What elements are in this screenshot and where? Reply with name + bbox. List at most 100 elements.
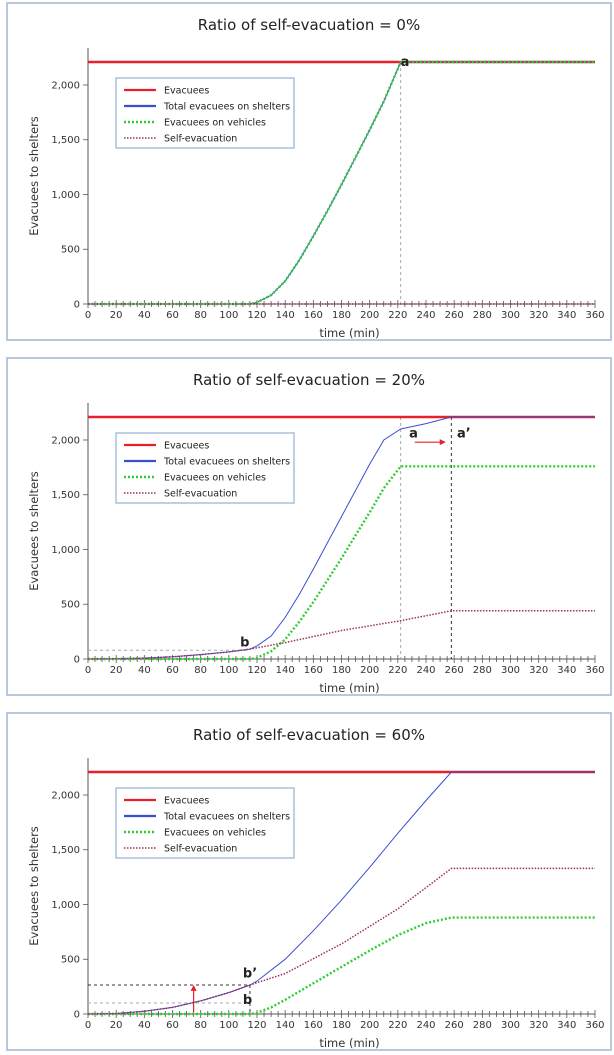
x-tick-label: 140 xyxy=(276,1020,295,1031)
x-tick-label: 280 xyxy=(473,1020,492,1031)
x-tick-label: 320 xyxy=(529,1020,548,1031)
legend-label: Evacuees on vehicles xyxy=(164,118,266,129)
x-tick-label: 340 xyxy=(557,1020,576,1031)
annotation-label: a xyxy=(409,426,418,441)
x-tick-label: 300 xyxy=(501,1020,520,1031)
y-axis-label: Evacuees to shelters xyxy=(27,116,41,236)
y-tick-label: 500 xyxy=(61,955,80,966)
series-line-total-evacuees-on-shelters xyxy=(87,771,595,1015)
y-tick-label: 1,500 xyxy=(51,135,80,146)
x-tick-label: 340 xyxy=(557,310,576,321)
x-tick-label: 340 xyxy=(557,665,576,676)
chart-panel-1: Ratio of self-evacuation = 20% 0 20 40 60 80 1… xyxy=(6,357,612,696)
annotation-label: b xyxy=(243,993,252,1008)
x-tick-label: 180 xyxy=(332,1020,351,1031)
legend-label: Self-evacuation xyxy=(164,134,237,145)
chart-title: Ratio of self-evacuation = 60% xyxy=(193,726,425,744)
chart-panel-0: Ratio of self-evacuation = 0% 0 20 40 60 80 10… xyxy=(6,2,612,341)
y-tick-label: 0 xyxy=(74,300,80,311)
y-tick-label: 0 xyxy=(74,1010,80,1021)
series-line-self-evacuation xyxy=(87,867,595,1015)
x-tick-label: 120 xyxy=(247,310,266,321)
x-tick-label: 360 xyxy=(585,310,604,321)
x-tick-label: 220 xyxy=(388,665,407,676)
x-tick-label: 0 xyxy=(85,665,91,676)
x-tick-label: 300 xyxy=(501,310,520,321)
x-tick-label: 40 xyxy=(138,1020,151,1031)
x-tick-label: 280 xyxy=(473,310,492,321)
x-tick-label: 280 xyxy=(473,665,492,676)
x-tick-label: 180 xyxy=(332,310,351,321)
legend-box xyxy=(115,787,295,859)
y-tick-label: 2,000 xyxy=(51,790,80,801)
x-tick-label: 240 xyxy=(416,665,435,676)
series-line-evacuees-on-vehicles xyxy=(88,60,595,306)
y-tick-label: 2,000 xyxy=(51,80,80,91)
x-tick-label: 100 xyxy=(219,665,238,676)
x-tick-label: 80 xyxy=(194,310,207,321)
x-tick-label: 80 xyxy=(194,665,207,676)
x-tick-label: 60 xyxy=(166,310,179,321)
x-tick-label: 220 xyxy=(388,1020,407,1031)
legend-label: Evacuees xyxy=(164,796,209,807)
y-tick-label: 1,500 xyxy=(51,845,80,856)
x-axis-label: time (min) xyxy=(319,1036,379,1049)
x-axis-label: time (min) xyxy=(319,326,379,339)
y-tick-label: 1,000 xyxy=(51,900,80,911)
x-tick-label: 100 xyxy=(219,310,238,321)
chart-panel-2: Ratio of self-evacuation = 60% 0 20 40 60 80 1… xyxy=(6,712,612,1051)
y-tick-label: 1,500 xyxy=(51,490,80,501)
chart-1: Ratio of self-evacuation = 20% 0 20 40 60 80 1… xyxy=(27,371,605,694)
x-tick-label: 60 xyxy=(166,665,179,676)
series-line-evacuees-on-vehicles xyxy=(88,916,595,1016)
x-tick-label: 200 xyxy=(360,665,379,676)
x-tick-label: 220 xyxy=(388,310,407,321)
legend-label: Evacuees on vehicles xyxy=(164,473,266,484)
x-tick-label: 20 xyxy=(110,665,123,676)
legend-label: Total evacuees on shelters xyxy=(163,102,290,113)
legend-label: Evacuees xyxy=(164,86,209,97)
arrow-head xyxy=(439,439,446,446)
x-tick-label: 40 xyxy=(138,665,151,676)
chart-0: Ratio of self-evacuation = 0% 0 20 40 60 80 10… xyxy=(27,16,605,339)
legend-label: Self-evacuation xyxy=(164,489,237,500)
x-tick-label: 0 xyxy=(85,1020,91,1031)
x-tick-label: 200 xyxy=(360,310,379,321)
series-line-self-evacuation xyxy=(87,610,595,660)
chart-title: Ratio of self-evacuation = 0% xyxy=(198,16,420,34)
x-tick-label: 160 xyxy=(304,665,323,676)
annotation-label: b xyxy=(240,636,249,651)
y-tick-label: 1,000 xyxy=(51,545,80,556)
x-tick-label: 120 xyxy=(247,665,266,676)
legend-label: Evacuees xyxy=(164,441,209,452)
x-axis-label: time (min) xyxy=(319,681,379,694)
x-tick-label: 120 xyxy=(247,1020,266,1031)
x-tick-label: 240 xyxy=(416,310,435,321)
legend-label: Evacuees on vehicles xyxy=(164,828,266,839)
y-tick-label: 0 xyxy=(74,655,80,666)
x-tick-label: 320 xyxy=(529,310,548,321)
x-tick-label: 100 xyxy=(219,1020,238,1031)
x-tick-label: 200 xyxy=(360,1020,379,1031)
x-tick-label: 160 xyxy=(304,1020,323,1031)
y-tick-label: 1,000 xyxy=(51,190,80,201)
x-tick-label: 360 xyxy=(585,665,604,676)
chart-title: Ratio of self-evacuation = 20% xyxy=(193,371,425,389)
x-tick-label: 80 xyxy=(194,1020,207,1031)
annotation-label: b’ xyxy=(243,966,257,981)
x-tick-label: 160 xyxy=(304,310,323,321)
x-tick-label: 40 xyxy=(138,310,151,321)
legend-label: Total evacuees on shelters xyxy=(163,812,290,823)
chart-2: Ratio of self-evacuation = 60% 0 20 40 60 80 1… xyxy=(27,726,605,1049)
y-axis-label: Evacuees to shelters xyxy=(27,471,41,591)
y-tick-label: 500 xyxy=(61,245,80,256)
annotation-label: a’ xyxy=(457,426,471,441)
x-tick-label: 320 xyxy=(529,665,548,676)
arrow-head xyxy=(190,984,197,991)
x-tick-label: 140 xyxy=(276,665,295,676)
x-tick-label: 60 xyxy=(166,1020,179,1031)
legend-label: Total evacuees on shelters xyxy=(163,457,290,468)
x-tick-label: 260 xyxy=(445,665,464,676)
x-tick-label: 0 xyxy=(85,310,91,321)
x-tick-label: 180 xyxy=(332,665,351,676)
